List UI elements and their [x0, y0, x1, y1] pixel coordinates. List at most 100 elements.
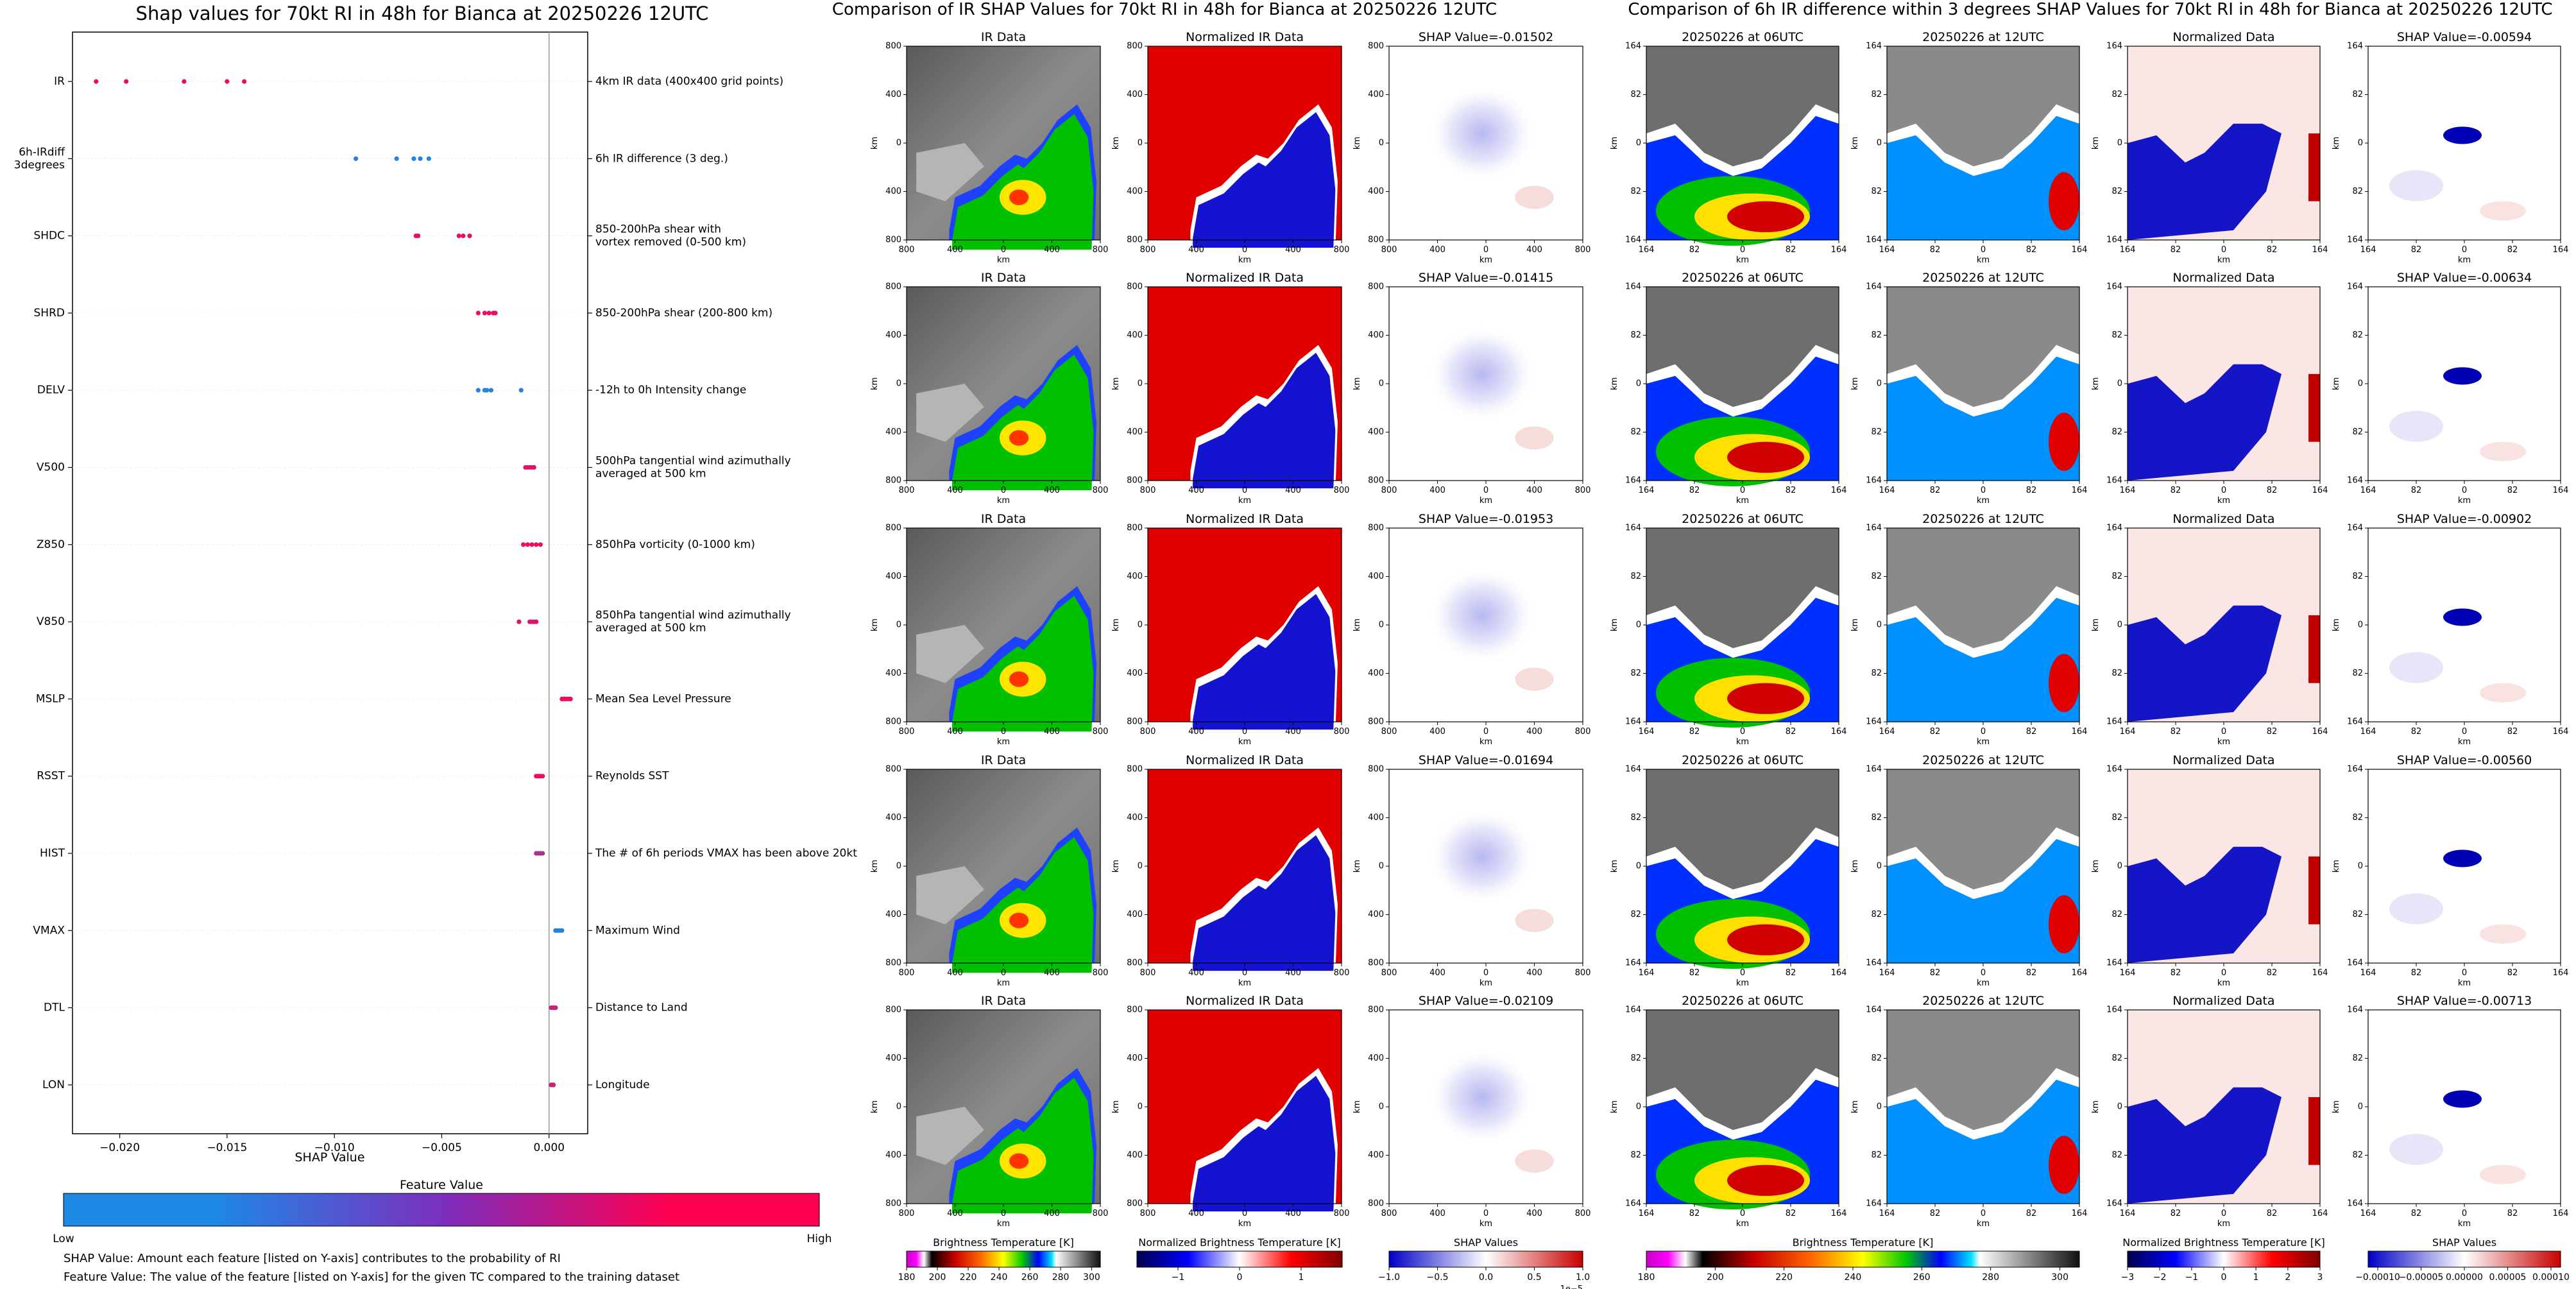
panel-x-tick-label: 82 — [2171, 486, 2181, 495]
image-panel: 20250226 at 12UTC1641648282008282164164k… — [1850, 994, 2087, 1229]
panel-x-tick-label: 82 — [1930, 245, 1941, 255]
panel-y-tick-label: 82 — [1871, 669, 1882, 678]
panel-y-tick-label: 164 — [1625, 765, 1641, 774]
panel-y-tick-label: 164 — [2106, 1005, 2122, 1015]
colorbar-tick-label: 240 — [1845, 1272, 1862, 1283]
panel-y-tick-label: 164 — [1866, 717, 1882, 727]
panel-x-tick-label: 400 — [1429, 1209, 1446, 1218]
panel-y-label: km — [1610, 1100, 1619, 1113]
dnorm-positive-edge — [2308, 133, 2320, 201]
colorbar-tick-label: 1 — [2253, 1272, 2259, 1283]
panel-x-tick-label: 0 — [1001, 486, 1006, 495]
feature-description-label: 6h IR difference (3 deg.) — [595, 152, 728, 165]
colorbar-tick-label: 180 — [898, 1272, 916, 1283]
irdiff-red — [2049, 1136, 2079, 1194]
panel-y-tick-label: 800 — [1127, 1005, 1143, 1015]
irdiff-cold-cloud — [1887, 356, 2079, 481]
colorbar-label: Brightness Temperature [K] — [933, 1236, 1074, 1249]
panel-y-tick-label: 800 — [885, 524, 901, 533]
panel-title: 20250226 at 06UTC — [1682, 994, 1804, 1008]
panel-x-label: km — [1238, 978, 1251, 988]
feature-description-label: Reynolds SST — [595, 770, 669, 783]
panel-x-tick-label: 82 — [1689, 486, 1700, 495]
image-panel: SHAP Value=-0.01694800800400400004004008… — [1352, 753, 1591, 988]
colorbar-tick-label: −0.5 — [1427, 1272, 1449, 1283]
panel-x-tick-label: 164 — [1831, 486, 1847, 495]
panel-y-tick-label: 800 — [1368, 282, 1384, 292]
shap-value-note: SHAP Value: Amount each feature [listed … — [64, 1252, 561, 1265]
shap-point — [525, 542, 530, 547]
panel-title: IR Data — [981, 753, 1026, 767]
panel-y-tick-label: 164 — [1866, 1199, 1882, 1209]
panel-x-tick-label: 164 — [2072, 1209, 2088, 1218]
panel-y-tick-label: 82 — [2352, 90, 2363, 99]
panel-x-label: km — [1977, 978, 1990, 988]
panel-y-tick-label: 800 — [1368, 42, 1384, 51]
panel-y-tick-label: 800 — [1368, 765, 1384, 774]
panel-y-tick-label: 82 — [1871, 187, 1882, 196]
panel-x-tick-label: 800 — [1575, 1209, 1591, 1218]
panel-x-tick-label: 800 — [1334, 486, 1350, 495]
panel-y-tick-label: 82 — [2111, 813, 2122, 823]
panel-x-tick-label: 0 — [1740, 486, 1745, 495]
panel-y-tick-label: 164 — [1625, 476, 1641, 486]
panel-y-tick-label: 0 — [1138, 139, 1143, 148]
panel-y-label: km — [1352, 1100, 1362, 1113]
panel-y-tick-label: 0 — [1138, 379, 1143, 389]
colorbar-label: Brightness Temperature [K] — [1793, 1236, 1934, 1249]
feature-description-label: averaged at 500 km — [595, 622, 706, 635]
shap-point — [534, 542, 539, 547]
panel-x-tick-label: 82 — [2171, 245, 2181, 255]
panel-x-tick-label: 82 — [2026, 1209, 2037, 1218]
panel-y-tick-label: 164 — [2347, 1199, 2363, 1209]
panel-x-tick-label: 164 — [2072, 968, 2088, 978]
panel-y-tick-label: 164 — [2347, 959, 2363, 968]
panel-x-label: km — [2458, 1219, 2471, 1229]
panel-x-tick-label: 164 — [1879, 1209, 1895, 1218]
image-panel: SHAP Value=-0.01953800800400400004004008… — [1352, 512, 1591, 747]
irdiff-cold-cloud — [1887, 115, 2079, 240]
panel-x-tick-label: 400 — [1429, 727, 1446, 737]
panel-x-tick-label: 400 — [947, 1209, 963, 1218]
panel-y-tick-label: 164 — [1866, 524, 1882, 533]
panel-y-tick-label: 164 — [1866, 476, 1882, 486]
panel-x-tick-label: 82 — [2267, 968, 2278, 978]
panel-title: 20250226 at 12UTC — [1922, 30, 2044, 44]
panel-y-tick-label: 0 — [1138, 1102, 1143, 1112]
panel-x-tick-label: 0 — [1740, 245, 1745, 255]
dshap-faint-positive — [2480, 683, 2526, 703]
panel-y-tick-label: 800 — [1127, 524, 1143, 533]
panel-y-label: km — [1352, 377, 1362, 390]
panel-x-label: km — [1736, 737, 1749, 747]
panel-y-tick-label: 0 — [1379, 620, 1384, 630]
panel-x-tick-label: 82 — [2026, 486, 2037, 495]
panel-y-tick-label: 82 — [1871, 1150, 1882, 1160]
shap-point — [456, 234, 461, 239]
panel-x-tick-label: 82 — [2267, 1209, 2278, 1218]
colorbar-tick-label: 1.0 — [1576, 1272, 1590, 1283]
panel-x-label: km — [1977, 737, 1990, 747]
feature-name-label: MSLP — [36, 692, 65, 705]
panel-x-tick-label: 400 — [1044, 245, 1060, 255]
panel-x-tick-label: 0 — [1740, 727, 1745, 737]
x-tick-label: −0.010 — [314, 1141, 355, 1154]
panel-x-tick-label: 164 — [2312, 245, 2328, 255]
panel-title: 20250226 at 06UTC — [1682, 512, 1804, 526]
panel-y-tick-label: 164 — [1866, 282, 1882, 292]
image-panel: Normalized IR Data8008004004000040040080… — [1111, 271, 1349, 506]
panel-x-tick-label: 800 — [1140, 968, 1156, 978]
panel-x-label: km — [2217, 496, 2230, 506]
panel-x-tick-label: 400 — [947, 968, 963, 978]
colorbar-tick-label: 260 — [1021, 1272, 1039, 1283]
shap-point — [475, 311, 481, 316]
panel-x-tick-label: 82 — [1786, 245, 1796, 255]
panel-y-tick-label: 400 — [1368, 1054, 1384, 1063]
panel-x-tick-label: 164 — [2360, 727, 2376, 737]
panel-y-tick-label: 82 — [1630, 669, 1641, 678]
feature-name-label: VMAX — [33, 924, 65, 937]
panel-title: Normalized Data — [2172, 512, 2274, 526]
norm-storm-cold — [1193, 112, 1336, 248]
dshap-faint-negative — [2389, 652, 2443, 683]
panel-x-label: km — [2217, 737, 2230, 747]
beeswarm-axes-frame — [72, 31, 588, 1134]
